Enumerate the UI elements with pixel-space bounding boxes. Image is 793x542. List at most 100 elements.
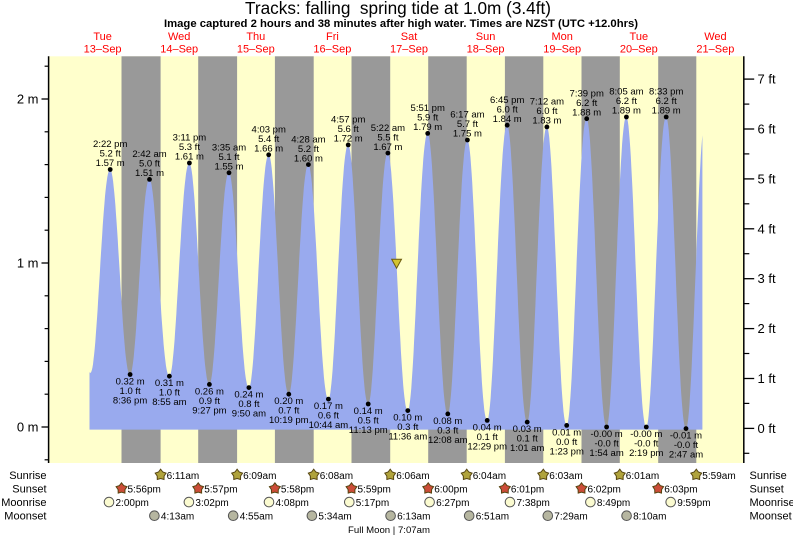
svg-text:5:56pm: 5:56pm: [128, 484, 161, 495]
svg-text:6:11am: 6:11am: [167, 471, 200, 482]
svg-text:1.75 m: 1.75 m: [453, 129, 482, 140]
svg-text:1.67 m: 1.67 m: [373, 142, 402, 153]
svg-text:7 ft: 7 ft: [758, 72, 776, 87]
svg-text:9:27 pm: 9:27 pm: [192, 405, 226, 416]
svg-text:18–Sep: 18–Sep: [467, 44, 505, 56]
svg-text:Sunset: Sunset: [12, 483, 46, 495]
svg-text:16–Sep: 16–Sep: [313, 44, 351, 56]
svg-text:5:58pm: 5:58pm: [281, 484, 314, 495]
svg-text:6:03am: 6:03am: [549, 471, 582, 482]
svg-text:2:00pm: 2:00pm: [116, 498, 149, 509]
svg-text:1.88 m: 1.88 m: [572, 107, 601, 118]
svg-text:1.83 m: 1.83 m: [532, 116, 561, 127]
svg-text:6:13am: 6:13am: [397, 512, 430, 523]
svg-text:3 ft: 3 ft: [758, 271, 776, 286]
svg-text:1.57 m: 1.57 m: [96, 158, 125, 169]
svg-text:8:49pm: 8:49pm: [597, 498, 630, 509]
svg-text:1.89 m: 1.89 m: [652, 106, 681, 117]
svg-text:4:13am: 4:13am: [161, 512, 194, 523]
svg-text:Moonset: Moonset: [750, 511, 792, 523]
svg-text:6:51am: 6:51am: [476, 512, 509, 523]
svg-text:7:29am: 7:29am: [554, 512, 587, 523]
svg-text:Tracks: falling spring tide a: Tracks: falling spring tide at 1.0m (3.4…: [245, 0, 551, 18]
svg-text:7:38pm: 7:38pm: [517, 498, 550, 509]
svg-text:14–Sep: 14–Sep: [160, 44, 198, 56]
svg-text:5:59am: 5:59am: [702, 471, 735, 482]
svg-text:6:00pm: 6:00pm: [434, 484, 467, 495]
svg-text:Moonrise: Moonrise: [1, 497, 46, 509]
svg-text:0 ft: 0 ft: [758, 421, 776, 436]
svg-text:6:06am: 6:06am: [396, 471, 429, 482]
svg-text:11:36 am: 11:36 am: [388, 432, 427, 443]
svg-text:5:17pm: 5:17pm: [356, 498, 389, 509]
svg-text:9:50 am: 9:50 am: [232, 409, 266, 420]
svg-text:9:59pm: 9:59pm: [677, 498, 710, 509]
svg-text:4:55am: 4:55am: [240, 512, 273, 523]
svg-text:Thu: Thu: [246, 31, 265, 43]
svg-text:8:10am: 8:10am: [633, 512, 666, 523]
svg-text:6 ft: 6 ft: [758, 122, 776, 137]
svg-text:1.51 m: 1.51 m: [135, 168, 164, 179]
svg-text:1.60 m: 1.60 m: [294, 153, 323, 164]
svg-text:10:19 pm: 10:19 pm: [269, 415, 309, 426]
svg-text:5:59pm: 5:59pm: [358, 484, 391, 495]
svg-text:15–Sep: 15–Sep: [237, 44, 275, 56]
svg-text:Sunrise: Sunrise: [9, 470, 46, 482]
svg-text:1.66 m: 1.66 m: [254, 144, 283, 155]
svg-text:Wed: Wed: [168, 31, 190, 43]
svg-text:Full Moon | 7:07am: Full Moon | 7:07am: [348, 525, 430, 536]
svg-text:Mon: Mon: [551, 31, 572, 43]
svg-text:20–Sep: 20–Sep: [620, 44, 658, 56]
svg-text:19–Sep: 19–Sep: [543, 44, 581, 56]
svg-text:Moonrise: Moonrise: [750, 497, 793, 509]
svg-text:Wed: Wed: [704, 31, 726, 43]
svg-text:2 m: 2 m: [17, 92, 39, 107]
svg-text:8:55 am: 8:55 am: [152, 397, 186, 408]
svg-text:1:23 pm: 1:23 pm: [550, 446, 584, 457]
svg-text:Fri: Fri: [326, 31, 339, 43]
svg-text:10:44 am: 10:44 am: [309, 420, 349, 431]
svg-text:1.84 m: 1.84 m: [493, 114, 522, 125]
svg-text:Sat: Sat: [401, 31, 418, 43]
svg-text:1.61 m: 1.61 m: [175, 152, 204, 163]
svg-text:Tue: Tue: [93, 31, 112, 43]
svg-text:Sun: Sun: [476, 31, 496, 43]
svg-text:3:02pm: 3:02pm: [195, 498, 228, 509]
svg-text:12:08 am: 12:08 am: [428, 435, 468, 446]
svg-text:4 ft: 4 ft: [758, 221, 776, 236]
svg-text:1:54 am: 1:54 am: [589, 448, 623, 459]
svg-text:2:19 pm: 2:19 pm: [629, 448, 663, 459]
svg-text:Tue: Tue: [630, 31, 649, 43]
svg-text:4:08pm: 4:08pm: [276, 498, 309, 509]
svg-text:2:47 am: 2:47 am: [669, 450, 703, 461]
svg-text:Moonset: Moonset: [4, 511, 46, 523]
svg-text:0 m: 0 m: [17, 420, 39, 435]
svg-text:11:13 pm: 11:13 pm: [349, 425, 388, 436]
svg-text:5 ft: 5 ft: [758, 171, 776, 186]
svg-text:6:01am: 6:01am: [626, 471, 659, 482]
svg-text:13–Sep: 13–Sep: [84, 44, 122, 56]
svg-text:1.72 m: 1.72 m: [334, 134, 363, 145]
svg-text:6:01pm: 6:01pm: [511, 484, 544, 495]
svg-text:8:36 pm: 8:36 pm: [113, 396, 147, 407]
svg-text:6:08am: 6:08am: [320, 471, 353, 482]
svg-text:6:03pm: 6:03pm: [664, 484, 697, 495]
svg-text:21–Sep: 21–Sep: [696, 44, 734, 56]
svg-text:17–Sep: 17–Sep: [390, 44, 428, 56]
svg-text:1.55 m: 1.55 m: [214, 162, 243, 173]
svg-text:6:09am: 6:09am: [243, 471, 276, 482]
svg-text:2 ft: 2 ft: [758, 321, 776, 336]
svg-text:Sunset: Sunset: [750, 483, 784, 495]
svg-text:6:04am: 6:04am: [473, 471, 506, 482]
svg-text:1 ft: 1 ft: [758, 371, 776, 386]
svg-text:1.89 m: 1.89 m: [612, 106, 641, 117]
svg-text:12:29 pm: 12:29 pm: [467, 441, 507, 452]
svg-text:1.79 m: 1.79 m: [413, 122, 442, 133]
svg-text:6:02pm: 6:02pm: [588, 484, 621, 495]
svg-text:1:01 am: 1:01 am: [510, 443, 544, 454]
svg-text:Sunrise: Sunrise: [750, 470, 787, 482]
svg-text:6:27pm: 6:27pm: [436, 498, 469, 509]
svg-text:5:57pm: 5:57pm: [204, 484, 237, 495]
svg-text:1 m: 1 m: [17, 256, 39, 271]
svg-text:Image captured 2 hours and 38: Image captured 2 hours and 38 minutes af…: [164, 18, 638, 30]
